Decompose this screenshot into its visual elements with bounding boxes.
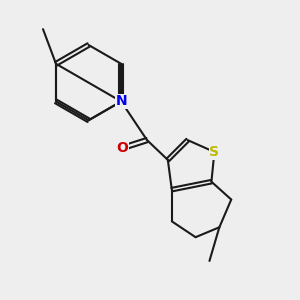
Text: O: O <box>116 141 128 155</box>
Text: N: N <box>116 94 127 109</box>
Text: S: S <box>209 145 219 159</box>
